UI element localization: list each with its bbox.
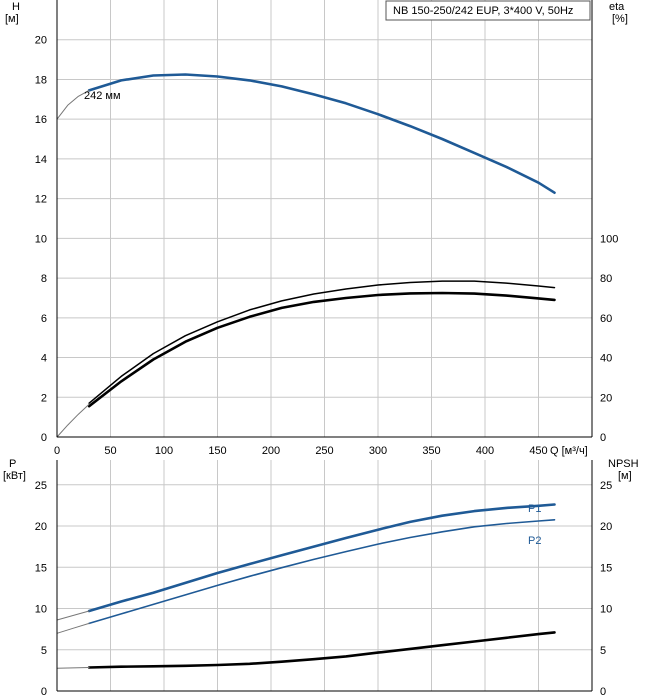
impeller-diameter-label: 242 мм xyxy=(84,90,121,102)
left-tick-label: 18 xyxy=(35,74,47,86)
x-tick-label: 200 xyxy=(262,445,280,457)
npsh-axis-unit: [м] xyxy=(618,470,632,482)
right-tick-label: 60 xyxy=(600,313,612,325)
eta-axis-unit: [%] xyxy=(612,13,628,25)
p1-series-label: P1 xyxy=(528,503,541,515)
head-extension-curve xyxy=(56,89,90,120)
top-axis-titles: H [м] eta [%] Q [м³/ч] 242 мм xyxy=(5,1,628,457)
bottom-axes: 0 5 10 15 20 25 0 5 10 15 20 25 xyxy=(35,460,612,698)
x-tick-label: 0 xyxy=(54,445,60,457)
left-tick-label: 25 xyxy=(35,480,47,492)
power-axis-title: P xyxy=(9,458,16,470)
right-tick-label: 100 xyxy=(600,233,618,245)
x-tick-label: 250 xyxy=(315,445,333,457)
head-axis-title: H xyxy=(12,1,20,13)
npsh-extension-curve xyxy=(56,667,90,669)
head-curve xyxy=(87,73,556,194)
p2-series-label: P2 xyxy=(528,535,541,547)
left-tick-label: 0 xyxy=(41,432,47,444)
efficiency-extension-curve xyxy=(56,403,90,438)
title-frame xyxy=(385,0,591,21)
right-tick-label: 5 xyxy=(600,645,606,657)
right-tick-label: 40 xyxy=(600,353,612,365)
top-series xyxy=(56,73,556,438)
left-tick-label: 0 xyxy=(41,686,47,698)
chart-title: NB 150-250/242 EUP, 3*400 V, 50Hz xyxy=(393,5,573,17)
right-tick-label: 0 xyxy=(600,432,606,444)
left-tick-label: 20 xyxy=(35,521,47,533)
npsh-axis-title: NPSH xyxy=(608,458,639,470)
P2-extension-curve xyxy=(56,622,90,634)
right-tick-label: 20 xyxy=(600,392,612,404)
bottom-grid xyxy=(57,460,592,691)
npsh-curve xyxy=(87,631,556,669)
x-tick-label: 450 xyxy=(529,445,547,457)
top-grid xyxy=(57,0,592,437)
P2-curve xyxy=(88,518,556,625)
right-tick-label: 25 xyxy=(600,480,612,492)
left-tick-label: 12 xyxy=(35,194,47,206)
P1-extension-curve xyxy=(56,610,90,621)
left-tick-label: 10 xyxy=(35,604,47,616)
x-tick-label: 150 xyxy=(208,445,226,457)
left-tick-label: 10 xyxy=(35,233,47,245)
title-box: NB 150-250/242 EUP, 3*400 V, 50Hz xyxy=(385,0,591,21)
power-axis-unit: [кВт] xyxy=(3,470,26,482)
head-axis-unit: [м] xyxy=(5,13,19,25)
bottom-axis-titles: P [кВт] NPSH [м] P1 P2 xyxy=(3,458,639,547)
left-tick-label: 8 xyxy=(41,273,47,285)
left-tick-label: 15 xyxy=(35,562,47,574)
right-tick-label: 0 xyxy=(600,686,606,698)
right-tick-label: 80 xyxy=(600,273,612,285)
right-tick-label: 20 xyxy=(600,521,612,533)
flow-axis-title: Q [м³/ч] xyxy=(550,445,588,457)
left-tick-label: 16 xyxy=(35,114,47,126)
x-tick-label: 350 xyxy=(422,445,440,457)
left-tick-label: 4 xyxy=(41,353,47,365)
bottom-series xyxy=(56,503,556,669)
eta-axis-title: eta xyxy=(609,1,625,13)
right-tick-label: 15 xyxy=(600,562,612,574)
left-tick-label: 6 xyxy=(41,313,47,325)
efficiency-upper-curve xyxy=(88,280,556,404)
x-tick-label: 300 xyxy=(369,445,387,457)
P1-curve xyxy=(87,503,556,613)
left-tick-label: 5 xyxy=(41,645,47,657)
efficiency-lower-curve xyxy=(87,291,556,408)
right-tick-label: 10 xyxy=(600,604,612,616)
left-tick-label: 2 xyxy=(41,392,47,404)
x-tick-label: 100 xyxy=(155,445,173,457)
x-tick-label: 50 xyxy=(104,445,116,457)
x-tick-label: 400 xyxy=(476,445,494,457)
left-tick-label: 20 xyxy=(35,35,47,47)
left-tick-label: 14 xyxy=(35,154,47,166)
